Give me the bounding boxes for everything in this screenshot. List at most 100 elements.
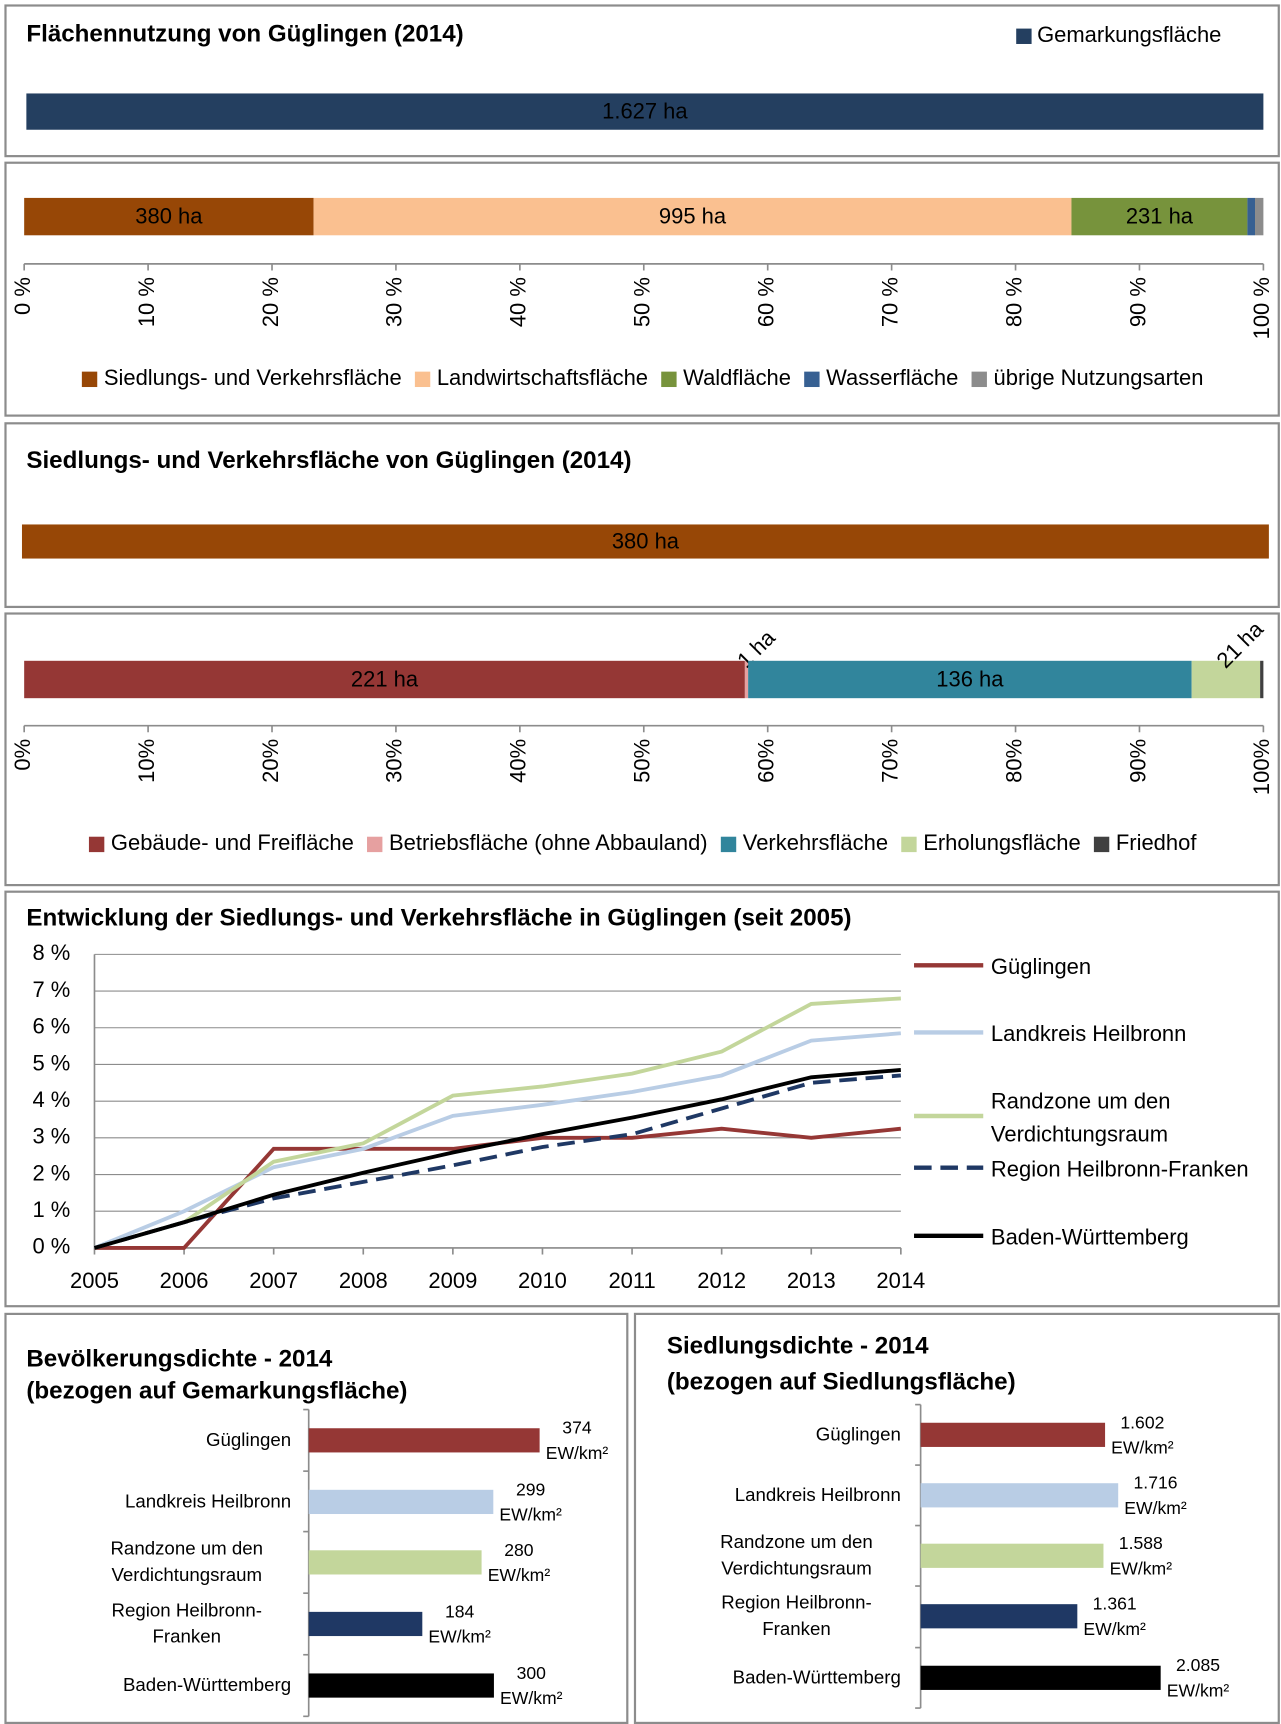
legend-swatch: [81, 371, 98, 388]
legend-label: Friedhof: [1116, 830, 1197, 855]
y-tick-label: 4 %: [32, 1087, 70, 1112]
panel: [4, 890, 1280, 1308]
value-label: 1.602 EW/km²: [1111, 1413, 1174, 1458]
bar: [308, 1611, 423, 1637]
legend-label: Landkreis Heilbronn: [990, 1022, 1187, 1047]
x-tick-label: 90%: [1125, 739, 1150, 783]
legend-swatch: [1016, 28, 1032, 44]
chart-title: Siedlungsdichte - 2014: [667, 1332, 929, 1359]
value-label: 380 ha: [135, 204, 203, 229]
value-label: 1.716 EW/km²: [1124, 1474, 1187, 1519]
x-tick-label: 10%: [134, 739, 159, 783]
x-tick-label: 2011: [608, 1268, 655, 1293]
y-tick-label: 5 %: [32, 1050, 70, 1075]
value-label: 995 ha: [659, 204, 727, 229]
legend-label: Wasserfläche: [826, 365, 958, 390]
x-tick-label: 2007: [249, 1268, 298, 1293]
chart-title: Bevölkerungsdichte - 2014: [26, 1345, 333, 1372]
bar-segment: [24, 660, 745, 699]
category-label: Baden-Württemberg: [732, 1666, 901, 1688]
x-tick-label: 70 %: [877, 277, 902, 327]
x-tick-label: 30%: [382, 739, 407, 783]
bar-segment: [744, 660, 749, 699]
category-label: Randzone um den Verdichtungsraum: [720, 1531, 873, 1579]
legend-label: Erholungsfläche: [923, 830, 1080, 855]
bar: [308, 1428, 540, 1453]
x-tick-label: 100%: [1249, 739, 1274, 795]
bar: [920, 1422, 1106, 1447]
x-tick-label: 60%: [754, 739, 779, 783]
x-tick-label: 80 %: [1001, 277, 1026, 327]
panel: [633, 1312, 1280, 1724]
x-tick-label: 2014: [876, 1268, 925, 1293]
chart-title: Siedlungs- und Verkehrsfläche von Güglin…: [26, 447, 631, 474]
bar-segment: [748, 660, 1192, 699]
bar-segment: [1191, 660, 1261, 699]
x-tick-label: 30 %: [382, 277, 407, 327]
category-label: Güglingen: [205, 1429, 292, 1451]
value-label: 1.361 EW/km²: [1083, 1595, 1146, 1640]
x-tick-label: 50 %: [630, 277, 655, 327]
bar-segment: [313, 197, 1072, 236]
x-tick-label: 50%: [630, 739, 655, 783]
legend-swatch: [367, 836, 383, 853]
panel: [4, 422, 1280, 609]
x-tick-label: 20 %: [258, 277, 283, 327]
x-tick-label: 2009: [428, 1268, 477, 1293]
value-label: 380 ha: [612, 528, 680, 553]
bar-segment: [24, 197, 314, 236]
x-tick-label: 20%: [258, 739, 283, 783]
y-tick-label: 8 %: [32, 940, 70, 965]
bar: [920, 1665, 1161, 1690]
category-label: Landkreis Heilbronn: [734, 1484, 901, 1506]
legend-label: Siedlungs- und Verkehrsfläche: [104, 365, 402, 390]
value-label: 184 EW/km²: [428, 1603, 491, 1648]
line-series: [93, 1068, 902, 1250]
y-tick-label: 3 %: [32, 1124, 70, 1149]
category-label: Baden-Württemberg: [122, 1674, 292, 1696]
legend-label: Baden-Württemberg: [990, 1225, 1189, 1251]
bar: [308, 1489, 494, 1515]
legend-label: Gebäude- und Freifläche: [111, 830, 354, 855]
x-tick-label: 10 %: [134, 277, 159, 327]
legend-label: Verkehrsfläche: [743, 830, 888, 855]
x-tick-label: 90 %: [1125, 277, 1150, 327]
value-label: 136 ha: [936, 666, 1004, 691]
x-tick-label: 2006: [160, 1268, 209, 1293]
x-tick-label: 0 %: [10, 277, 35, 315]
bar: [920, 1543, 1104, 1568]
value-label: 374 EW/km²: [545, 1419, 609, 1464]
y-tick-label: 0 %: [32, 1234, 70, 1259]
x-tick-label: 0%: [10, 739, 35, 771]
category-label: Region Heilbronn-Franken: [721, 1592, 872, 1640]
x-tick-label: 40 %: [506, 277, 531, 327]
x-tick-label: 2013: [787, 1268, 836, 1293]
value-label: 221 ha: [351, 666, 419, 691]
legend-label: Betriebsfläche (ohne Abbauland): [389, 830, 708, 855]
value-label: 300 EW/km²: [500, 1664, 563, 1709]
legend-label: Gemarkungsfläche: [1037, 22, 1221, 47]
x-tick-label: 2008: [339, 1268, 388, 1293]
chart-subtitle: (bezogen auf Siedlungsfläche): [667, 1369, 1016, 1396]
legend-label: Region Heilbronn-Franken: [990, 1157, 1249, 1182]
x-tick-label: 2005: [70, 1268, 119, 1293]
legend-swatch: [88, 836, 105, 853]
legend-label: Randzone um den Verdichtungsraum: [990, 1089, 1171, 1147]
value-label: 2.085 EW/km²: [1166, 1656, 1230, 1701]
panel: [4, 612, 1280, 887]
chart-subtitle: (bezogen auf Gemarkungsfläche): [26, 1377, 407, 1404]
chart-title: Entwicklung der Siedlungs- und Verkehrsf…: [26, 905, 851, 932]
legend-swatch: [804, 371, 820, 388]
bar: [26, 93, 1264, 130]
bar: [308, 1550, 482, 1575]
bar-segment: [1260, 660, 1264, 699]
value-label: 280 EW/km²: [487, 1541, 551, 1586]
panels: [4, 4, 1280, 1724]
legend-label: Landwirtschaftsfläche: [437, 365, 648, 390]
legend-label: übrige Nutzungsarten: [994, 365, 1204, 390]
x-tick-label: 80%: [1001, 739, 1026, 783]
legend-swatch: [661, 371, 677, 388]
category-label: Randzone um den Verdichtungsraum: [110, 1538, 264, 1586]
x-tick-label: 70%: [877, 739, 902, 783]
value-label: 299 EW/km²: [499, 1481, 562, 1526]
